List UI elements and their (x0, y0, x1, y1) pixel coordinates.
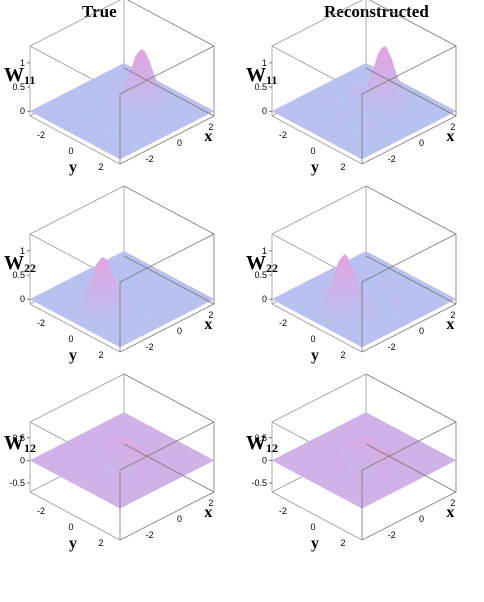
x-axis-label: x (446, 316, 454, 333)
surface-mesh (272, 47, 456, 160)
x-tick-label: 0 (177, 138, 182, 148)
z-tick-label: 1 (262, 246, 267, 256)
z-tick-label: 1 (20, 58, 25, 68)
z-tick-label: 0 (20, 294, 25, 304)
z-tick-label: 0.5 (12, 270, 25, 280)
y-tick-label: 2 (98, 162, 103, 172)
y-tick-label: 0 (310, 146, 315, 156)
x-tick-label: -2 (388, 154, 396, 164)
z-tick-label: 0 (262, 294, 267, 304)
z-tick-label: 1 (262, 58, 267, 68)
y-tick-label: -2 (279, 318, 287, 328)
z-tick-label: 0 (20, 106, 25, 116)
z-tick-label: 0.5 (12, 82, 25, 92)
y-axis-label: y (69, 159, 77, 176)
x-axis-label: x (204, 128, 212, 145)
y-tick-label: 2 (340, 162, 345, 172)
z-tick-label: 0.5 (254, 270, 267, 280)
surface-mesh (30, 251, 214, 347)
z-tick-label: 0.5 (254, 82, 267, 92)
y-tick-label: 2 (340, 350, 345, 360)
y-axis-label: y (311, 159, 319, 176)
x-tick-label: 0 (419, 326, 424, 336)
y-tick-label: 0 (68, 146, 73, 156)
z-tick-label: 1 (20, 246, 25, 256)
z-tick-label: 0 (262, 106, 267, 116)
surface-mesh (30, 412, 214, 508)
y-tick-label: -2 (279, 130, 287, 140)
x-tick-label: -2 (146, 154, 154, 164)
y-tick-label: 2 (98, 350, 103, 360)
y-tick-label: -2 (37, 318, 45, 328)
y-axis-label: y (311, 347, 319, 364)
y-tick-label: 0 (310, 334, 315, 344)
x-axis-label: x (446, 128, 454, 145)
y-tick-label: -2 (37, 130, 45, 140)
x-tick-label: -2 (146, 342, 154, 352)
y-axis-label: y (69, 347, 77, 364)
box-edge (124, 0, 214, 46)
x-axis-label: x (204, 316, 212, 333)
x-tick-label: -2 (388, 342, 396, 352)
surface-mesh (272, 251, 456, 347)
column-title-reconstructed: Reconstructed (324, 2, 429, 22)
column-title-true: True (82, 2, 117, 22)
x-tick-label: 0 (419, 138, 424, 148)
x-tick-label: 0 (177, 326, 182, 336)
y-tick-label: 0 (68, 334, 73, 344)
surface-mesh (30, 50, 214, 160)
